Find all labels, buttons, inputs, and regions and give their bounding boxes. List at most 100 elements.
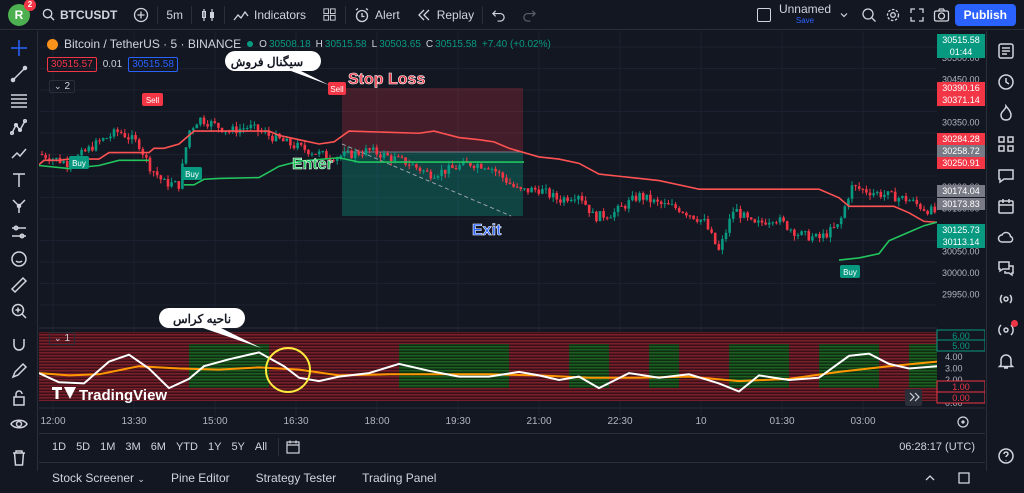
chats-button[interactable] bbox=[987, 159, 1024, 190]
magnet-tool[interactable] bbox=[0, 332, 38, 358]
candle-body bbox=[843, 206, 847, 218]
range-button[interactable]: 3M bbox=[125, 440, 141, 453]
templates-button[interactable] bbox=[314, 0, 345, 30]
buy-price-button[interactable]: 30515.58 bbox=[128, 57, 178, 72]
snapshot-button[interactable] bbox=[929, 0, 954, 30]
tab-pine-editor[interactable]: Pine Editor bbox=[170, 471, 230, 485]
text-tool[interactable] bbox=[0, 167, 38, 193]
candle-body bbox=[195, 124, 199, 129]
fullscreen-button[interactable] bbox=[905, 0, 929, 30]
data-window-button[interactable] bbox=[987, 97, 1024, 128]
publish-button[interactable]: Publish bbox=[954, 4, 1016, 26]
candle-body bbox=[91, 146, 94, 151]
lock-drawings-tool[interactable] bbox=[0, 358, 38, 384]
range-button[interactable]: 1M bbox=[100, 440, 116, 453]
utc-clock[interactable]: 06:28:17 (UTC) bbox=[899, 440, 975, 453]
chevron-up-icon[interactable] bbox=[923, 471, 937, 485]
fib-tool[interactable] bbox=[0, 88, 38, 114]
notifications-button[interactable] bbox=[987, 345, 1024, 376]
candle-body bbox=[731, 211, 735, 219]
redo-button[interactable] bbox=[514, 0, 545, 30]
maximize-icon[interactable] bbox=[957, 471, 971, 485]
chart-type-button[interactable] bbox=[192, 0, 224, 30]
candle-body bbox=[134, 135, 137, 140]
range-button[interactable]: 5D bbox=[76, 440, 91, 453]
alert-button[interactable]: Alert bbox=[346, 0, 408, 30]
chart-area[interactable]: Sell Sell Buy Buy Buy سیگنال فروش Stop L… bbox=[38, 31, 986, 437]
quick-search-button[interactable] bbox=[857, 0, 881, 30]
candle-body bbox=[677, 208, 681, 212]
market-status-dot bbox=[247, 41, 254, 47]
sell-tag: Sell bbox=[328, 82, 346, 95]
chart-canvas[interactable]: Sell Sell Buy Buy Buy سیگنال فروش Stop L… bbox=[38, 31, 986, 437]
tab-stock-screener[interactable]: Stock Screener ⌄ bbox=[39, 471, 158, 485]
range-button[interactable]: 1D bbox=[52, 440, 67, 453]
alerts-panel-button[interactable] bbox=[987, 66, 1024, 97]
calendar-button[interactable] bbox=[987, 190, 1024, 221]
help-button[interactable] bbox=[987, 440, 1024, 471]
indicators-button[interactable]: Indicators bbox=[225, 0, 314, 30]
oscillator-tick: 2.00 bbox=[945, 375, 963, 385]
candle-body bbox=[886, 191, 890, 195]
replay-button[interactable]: Replay bbox=[408, 0, 482, 30]
candle-body bbox=[296, 142, 299, 149]
zoom-tool[interactable] bbox=[0, 298, 38, 324]
interval-button[interactable]: 5m bbox=[158, 0, 191, 30]
candle-body bbox=[829, 227, 832, 238]
divider bbox=[278, 437, 280, 456]
settings-button[interactable] bbox=[881, 0, 905, 30]
oscillator-tick: 4.00 bbox=[945, 352, 963, 362]
indicators-collapse-toggle[interactable]: ⌄ 2 bbox=[49, 80, 76, 93]
candle-body bbox=[814, 233, 818, 237]
visibility-tool[interactable] bbox=[0, 411, 38, 437]
price-label bbox=[937, 82, 985, 94]
range-button[interactable]: All bbox=[254, 440, 268, 453]
notes-button[interactable] bbox=[987, 252, 1024, 283]
tab-strategy-tester[interactable]: Strategy Tester bbox=[255, 471, 337, 485]
range-button[interactable]: 5Y bbox=[231, 440, 245, 453]
watchlist-button[interactable] bbox=[987, 35, 1024, 66]
symbol-search[interactable]: BTCUSDT bbox=[30, 0, 125, 30]
symbol-title[interactable]: Bitcoin / TetherUS · 5 · BINANCE bbox=[64, 37, 242, 51]
range-button[interactable]: YTD bbox=[175, 440, 198, 453]
sell-price-button[interactable]: 30515.57 bbox=[47, 57, 97, 72]
candle-body bbox=[879, 191, 883, 197]
node-tool[interactable] bbox=[0, 193, 38, 219]
broadcast-button[interactable] bbox=[987, 283, 1024, 314]
candle-body bbox=[706, 218, 710, 230]
forecast-tool[interactable] bbox=[0, 140, 38, 166]
streams-button[interactable] bbox=[987, 314, 1024, 345]
range-button[interactable]: 6M bbox=[150, 440, 166, 453]
remove-tool[interactable] bbox=[0, 445, 38, 471]
ruler-tool[interactable] bbox=[0, 272, 38, 298]
candle-body bbox=[335, 157, 339, 161]
spread-value: 0.01 bbox=[102, 59, 123, 70]
sell-signal-callout: سیگنال فروش bbox=[225, 51, 329, 85]
candle-body bbox=[800, 231, 803, 235]
pattern-tool[interactable] bbox=[0, 114, 38, 140]
oscillator-collapse-toggle[interactable]: ⌄ 1 bbox=[49, 332, 76, 345]
scroll-to-realtime-button[interactable] bbox=[905, 389, 922, 406]
ideas-button[interactable] bbox=[987, 128, 1024, 159]
time-scale-settings-icon[interactable] bbox=[957, 416, 969, 428]
time-tick: 15:00 bbox=[202, 416, 227, 427]
trendline-tool[interactable] bbox=[0, 61, 38, 87]
lock-tool[interactable] bbox=[0, 385, 38, 411]
icon-tool[interactable] bbox=[0, 246, 38, 272]
candle-body bbox=[591, 211, 595, 213]
candle-body bbox=[685, 212, 688, 216]
chat-bubbles-icon bbox=[997, 260, 1014, 276]
news-button[interactable] bbox=[987, 221, 1024, 252]
goto-date-icon[interactable] bbox=[285, 439, 301, 455]
candle-body bbox=[429, 171, 433, 179]
crosshair-tool[interactable] bbox=[0, 35, 38, 61]
candle-body bbox=[728, 218, 731, 233]
candle-body bbox=[519, 187, 523, 189]
undo-button[interactable] bbox=[483, 0, 514, 30]
measure-tool[interactable] bbox=[0, 219, 38, 245]
tab-trading-panel[interactable]: Trading Panel bbox=[362, 471, 437, 485]
compare-button[interactable] bbox=[125, 0, 157, 30]
range-button[interactable]: 1Y bbox=[207, 440, 222, 453]
layout-menu[interactable]: Unnamed Save bbox=[749, 0, 857, 30]
